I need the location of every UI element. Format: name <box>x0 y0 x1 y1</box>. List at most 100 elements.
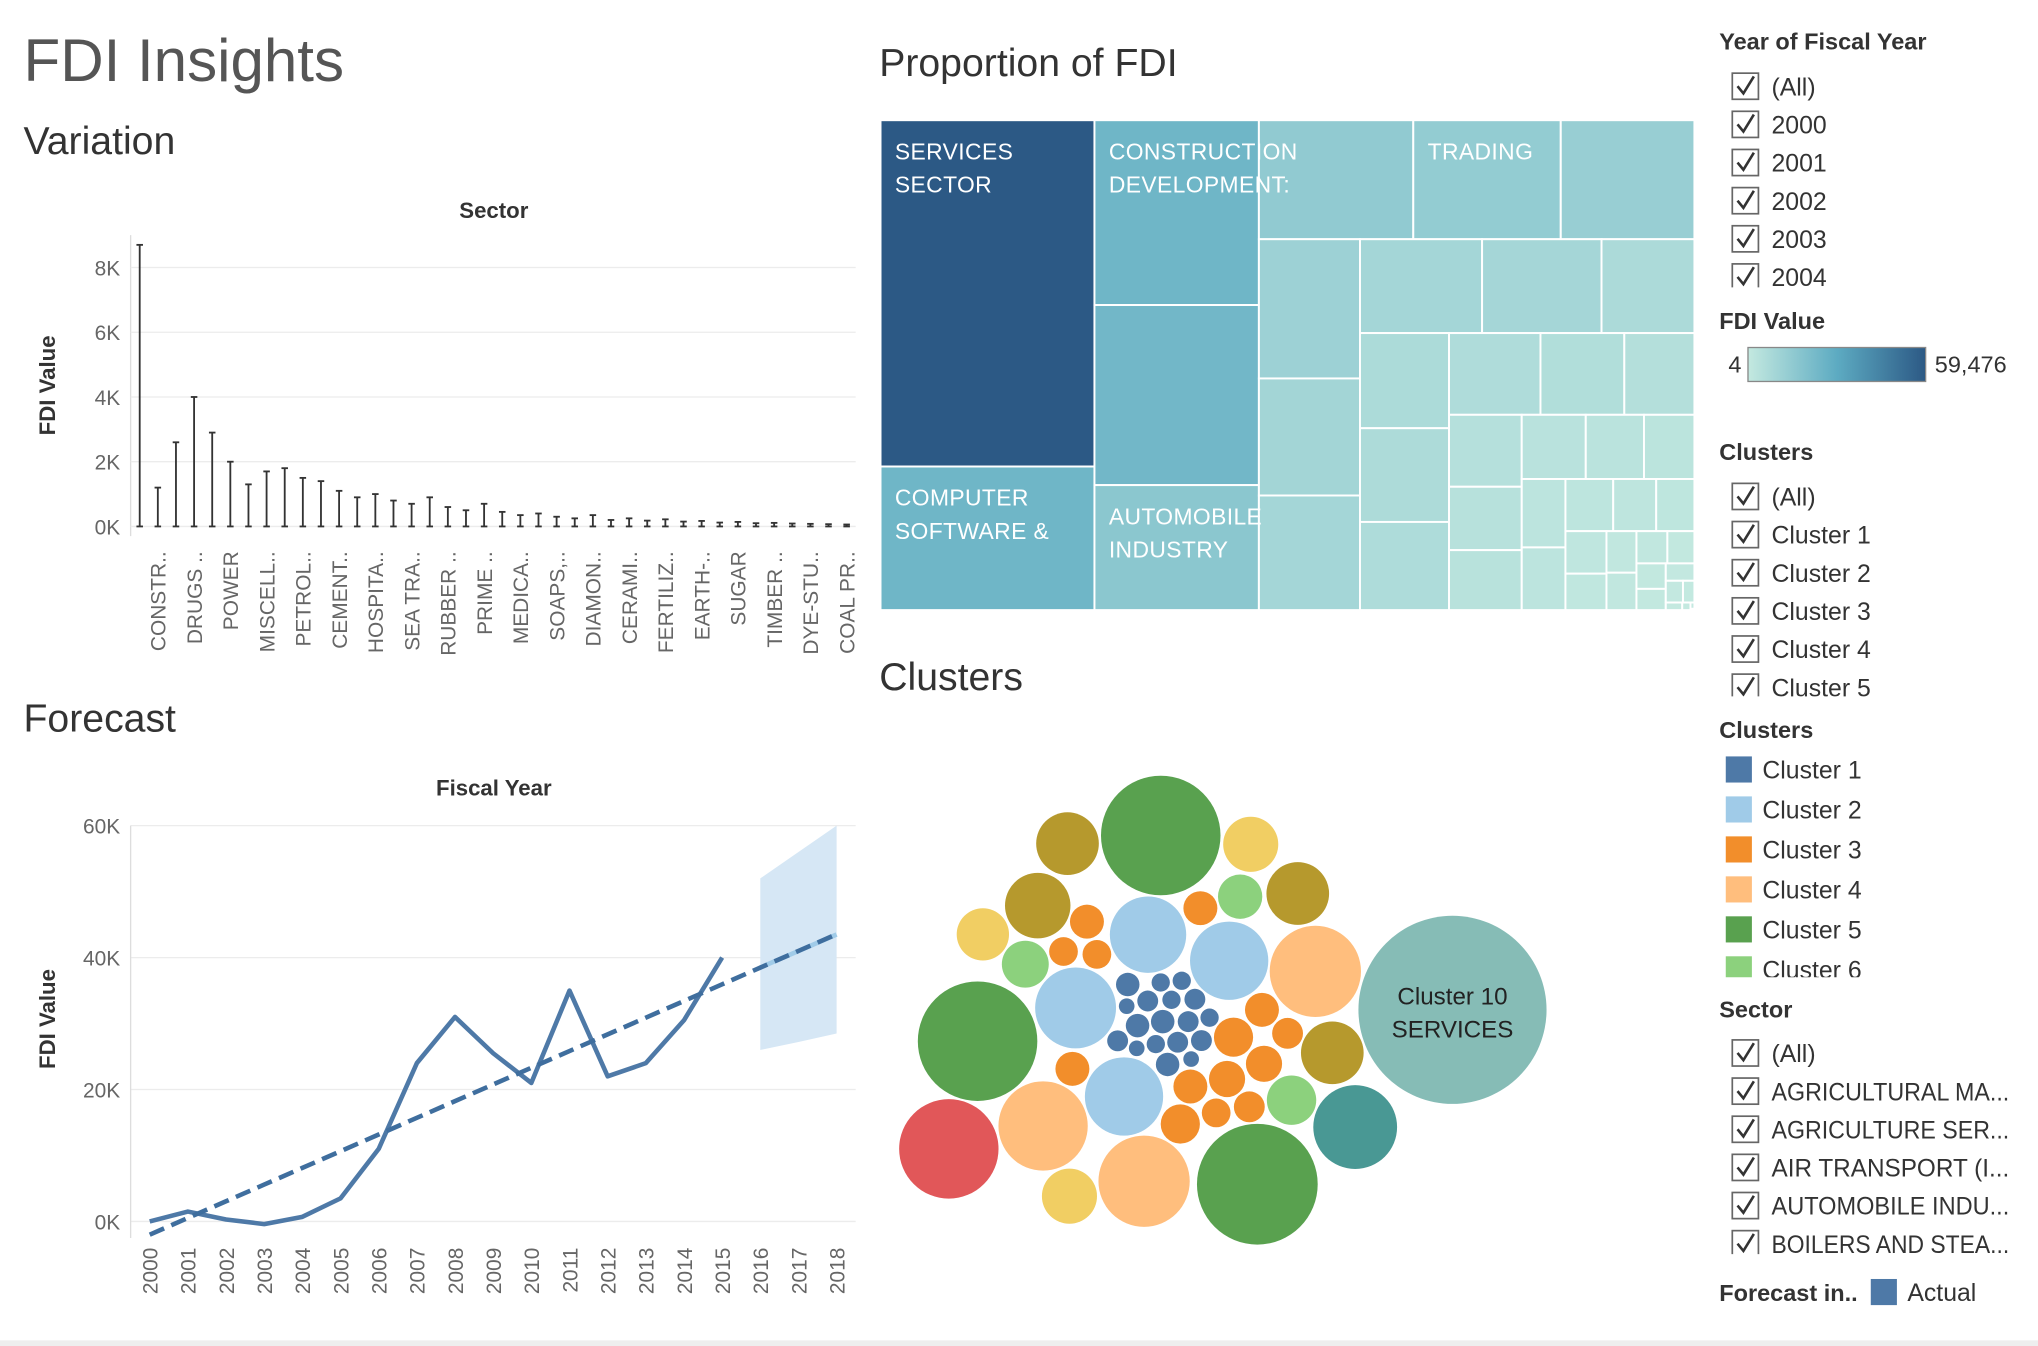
filter-item[interactable]: AGRICULTURE SER... <box>1771 1117 2009 1144</box>
treemap-cell <box>1412 119 1562 241</box>
column-header: Sector <box>459 198 528 223</box>
y-tick-label: 0K <box>95 516 121 539</box>
checkbox[interactable] <box>1731 482 1760 511</box>
x-tick-label: PETROL.. <box>293 551 316 646</box>
treemap-cell <box>1612 478 1658 533</box>
filter-item[interactable]: BOILERS AND STEA... <box>1771 1232 2009 1259</box>
y-tick-label: 60K <box>83 815 120 838</box>
bubble <box>1266 862 1330 925</box>
checkmark <box>1736 1118 1755 1139</box>
treemap-cell <box>1559 119 1696 241</box>
bubble-label: SERVICES <box>1392 1016 1514 1043</box>
bubble <box>1313 1085 1398 1169</box>
bubble <box>1036 812 1099 875</box>
bubble <box>1269 925 1361 1018</box>
checkbox[interactable] <box>1731 1077 1760 1106</box>
treemap-cell <box>1093 119 1260 307</box>
x-tick-label: 2006 <box>369 1248 392 1294</box>
filter-item[interactable]: 2001 <box>1771 151 1826 178</box>
y-tick-label: 40K <box>83 947 120 970</box>
filter-item[interactable]: (All) <box>1771 485 1815 512</box>
checkmark <box>1736 676 1755 697</box>
dashboard-title: FDI Insights <box>24 27 345 94</box>
treemap-cell <box>1623 332 1696 416</box>
bubble <box>956 908 1010 961</box>
section-title: Proportion of FDI <box>879 42 1177 85</box>
checkmark <box>1736 1080 1755 1101</box>
x-tick-label: CERAMI.. <box>619 551 642 644</box>
bubble <box>1217 874 1263 919</box>
bubble <box>1107 1030 1129 1052</box>
bubble <box>1162 990 1181 1009</box>
checkmark <box>1736 600 1755 621</box>
treemap-cell <box>1093 304 1260 487</box>
color-tick-label: 59,476 <box>1935 351 2007 377</box>
treemap-cell <box>1359 427 1450 523</box>
y-tick-label: 0K <box>95 1211 121 1234</box>
filter-title: Year of Fiscal Year <box>1719 29 1926 55</box>
x-tick-label: 2000 <box>140 1248 163 1294</box>
checkmark <box>1736 1233 1755 1254</box>
legend-label: Cluster 1 <box>1762 758 1861 785</box>
x-tick-label: TIMBER .. <box>764 551 787 647</box>
filter-item[interactable]: AUTOMOBILE INDU... <box>1771 1194 2009 1221</box>
section-title: Forecast <box>24 698 177 741</box>
x-tick-label: DIAMON.. <box>583 551 606 646</box>
filter-title: Clusters <box>1719 439 1813 465</box>
filter-item[interactable]: Cluster 3 <box>1771 599 1870 626</box>
filter-item[interactable]: AIR TRANSPORT (I... <box>1771 1156 2009 1183</box>
legend-label: Actual <box>1907 1280 1976 1307</box>
color-tick-label: 4 <box>1728 351 1741 377</box>
bubble <box>1137 990 1159 1012</box>
treemap-cell <box>1681 601 1692 612</box>
treemap-label: CONSTRUCTION DEVELOPMENT: <box>1109 138 1305 197</box>
filter-item[interactable]: (All) <box>1771 74 1815 101</box>
filter-item[interactable]: 2000 <box>1771 113 1826 140</box>
checkbox[interactable] <box>1731 224 1760 253</box>
filter-item[interactable]: (All) <box>1771 1041 1815 1068</box>
legend-swatch <box>1725 756 1752 783</box>
bubble <box>1300 1021 1364 1085</box>
filter-item[interactable]: AGRICULTURAL MA... <box>1771 1079 2009 1106</box>
checkmark <box>1736 485 1755 506</box>
legend-label: Cluster 4 <box>1762 878 1861 905</box>
filter-item[interactable]: Cluster 1 <box>1771 523 1870 550</box>
x-tick-label: SEA TRA.. <box>401 551 424 650</box>
legend-label: Cluster 3 <box>1762 838 1861 865</box>
filter-item[interactable]: 2002 <box>1771 189 1826 216</box>
bubble <box>1035 967 1117 1049</box>
footer-bar <box>0 1340 2038 1346</box>
bubble <box>899 1099 999 1199</box>
bubble <box>1146 1034 1165 1054</box>
bubble <box>1213 1017 1254 1057</box>
bubble <box>1069 904 1104 939</box>
x-tick-label: 2002 <box>216 1248 239 1294</box>
treemap-cell <box>1520 413 1587 480</box>
checkmark <box>1736 113 1755 134</box>
legend-title: Clusters <box>1719 717 1813 743</box>
filter-item[interactable]: Cluster 2 <box>1771 561 1870 588</box>
filter-item[interactable]: 2003 <box>1771 227 1826 254</box>
bubble <box>1183 891 1218 926</box>
x-tick-label: HOSPITA.. <box>365 551 388 653</box>
bubble <box>1244 992 1279 1027</box>
bubble <box>1082 940 1112 969</box>
filter-item[interactable]: Cluster 5 <box>1771 675 1870 702</box>
bubble <box>1196 1123 1318 1245</box>
bubble <box>1128 1040 1145 1057</box>
bubble <box>1041 1168 1098 1224</box>
treemap-cell <box>1635 587 1667 612</box>
x-tick-label: COAL PR.. <box>836 551 859 654</box>
filter-item[interactable]: Cluster 4 <box>1771 637 1870 664</box>
x-tick-label: PRIME .. <box>474 551 497 635</box>
legend-label: Cluster 6 <box>1762 958 1861 985</box>
checkmark <box>1736 266 1755 287</box>
x-tick-label: MISCELL.. <box>256 551 279 652</box>
bubble <box>1245 1045 1283 1082</box>
x-tick-label: 2017 <box>788 1248 811 1294</box>
bubble <box>1100 775 1221 896</box>
treemap-cell <box>1448 549 1523 612</box>
bubble <box>998 1081 1088 1171</box>
filter-item[interactable]: 2004 <box>1771 265 1826 292</box>
bubble <box>1266 1075 1317 1125</box>
